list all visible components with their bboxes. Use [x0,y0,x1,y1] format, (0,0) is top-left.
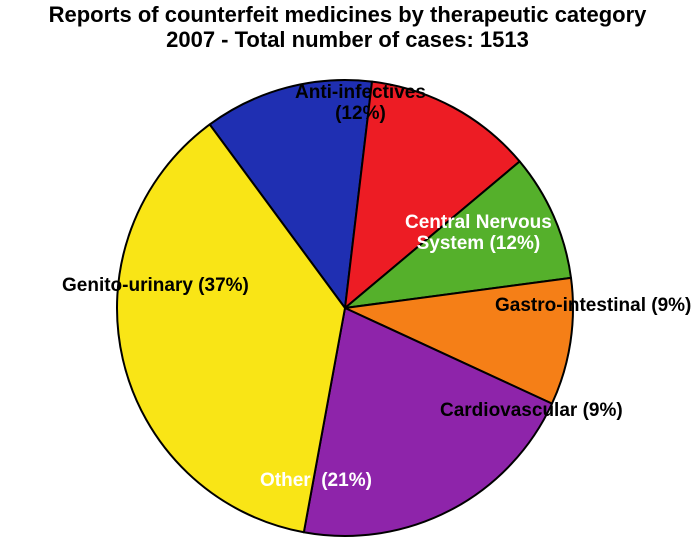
chart-title: Reports of counterfeit medicines by ther… [0,2,695,53]
chart-title-line1: Reports of counterfeit medicines by ther… [0,2,695,27]
chart-title-line2: 2007 - Total number of cases: 1513 [0,27,695,52]
chart-container: Reports of counterfeit medicines by ther… [0,0,695,556]
slice-label: Cardiovascular (9%) [440,400,623,421]
slice-label: Genito-urinary (37%) [62,275,249,296]
slice-label: Other (21%) [260,470,372,491]
slice-label: Central Nervous System (12%) [405,212,552,255]
slice-label: Anti-infectives (12%) [295,82,426,125]
slice-label: Gastro-intestinal (9%) [495,295,691,316]
